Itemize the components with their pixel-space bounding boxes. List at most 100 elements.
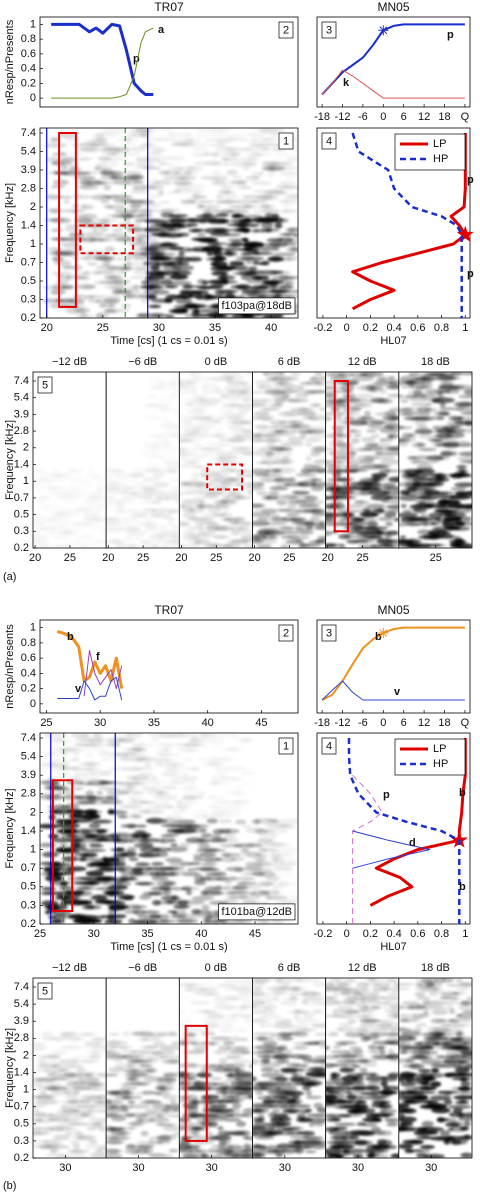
series-label: b: [67, 631, 74, 643]
spectrogram-blob: [204, 849, 226, 852]
y-tick-label: 1: [30, 844, 36, 856]
spectrogram-blob: [97, 791, 103, 794]
spectrogram-blob: [207, 294, 213, 298]
spectrogram-blob: [128, 877, 136, 880]
spectrogram-blob: [44, 786, 64, 789]
spectrogram-blob: [230, 748, 238, 751]
spectrogram-blob: [201, 451, 214, 456]
spectrogram-blob: [224, 233, 241, 236]
spectrogram-blob: [216, 266, 236, 271]
spectrogram-blob: [256, 858, 265, 861]
spectrogram-blob: [145, 464, 160, 469]
spectrogram-blob: [81, 545, 88, 549]
spectrogram-blob: [62, 1033, 69, 1037]
x-tick-label: Q: [461, 717, 470, 729]
spectrogram-blob: [239, 881, 257, 884]
spectrogram-blob: [142, 185, 165, 190]
y-tick-label: 0.4: [21, 667, 36, 679]
spectrogram-blob: [266, 875, 278, 881]
spectrogram-blob: [362, 1013, 372, 1018]
spectrogram-blob: [178, 456, 187, 460]
spectrogram-blob: [35, 469, 49, 473]
spectrogram-blob: [305, 1109, 312, 1113]
spectrogram-blob: [281, 442, 304, 447]
spectrogram-blob: [161, 381, 167, 384]
spectrogram-blob: [172, 766, 179, 771]
spectrogram-blob: [307, 1041, 319, 1045]
spectrogram-blob: [290, 516, 297, 522]
spectrogram-blob: [261, 1068, 274, 1073]
panel-label: 4: [326, 740, 332, 752]
spectrogram-blob: [428, 474, 443, 477]
spectrogram-blob: [253, 1032, 274, 1035]
legend-label: HP: [433, 758, 448, 770]
spectrogram-blob: [287, 1010, 308, 1013]
spectrogram-blob: [257, 482, 264, 486]
spectrogram-blob: [224, 163, 235, 166]
spectrogram-blob: [238, 157, 258, 162]
spectrogram-blob: [232, 1005, 254, 1010]
spectrogram-blob: [440, 381, 454, 385]
spectrogram-blob: [377, 508, 385, 514]
spectrogram-blob: [50, 217, 71, 223]
y-tick-label: 2: [23, 442, 29, 454]
spectrogram-blob: [185, 743, 199, 746]
spectrogram-blob: [76, 1135, 93, 1141]
x-tick-label: 20: [175, 552, 187, 564]
spectrogram-blob: [176, 185, 194, 191]
spectrogram-blob: [139, 133, 150, 136]
spectrogram-blob: [261, 399, 277, 403]
spectrogram-blob: [201, 200, 214, 203]
spectrogram-blob: [184, 510, 191, 513]
spectrogram-blob: [257, 1096, 271, 1100]
spectrogram-blob: [187, 223, 198, 227]
spectrogram-blob: [207, 1136, 222, 1140]
spectrogram-blob: [201, 389, 222, 394]
spectrogram-blob: [56, 1127, 65, 1131]
spectrogram-blob: [265, 189, 284, 193]
spectrogram-blob: [217, 1144, 234, 1149]
spectrogram-blob: [85, 1143, 100, 1148]
spectrogram-blob: [80, 887, 91, 890]
spectrogram-blob: [253, 252, 274, 255]
spectrogram-blob: [285, 276, 301, 279]
spectrogram-blob: [173, 190, 181, 193]
spectrogram-blob: [353, 517, 364, 522]
spectrogram-blob: [174, 820, 196, 825]
spectrogram-blob: [460, 402, 480, 406]
spectrogram-blob: [205, 872, 212, 876]
spectrogram-blob: [227, 224, 250, 227]
spectrogram-blob: [35, 1099, 57, 1105]
spectrogram-blob: [212, 1068, 234, 1073]
spectrogram-blob: [105, 310, 113, 313]
spectrogram-blob: [166, 887, 186, 890]
spectrogram-blob: [220, 394, 230, 397]
spectrogram-blob: [409, 394, 425, 397]
annotation: p: [467, 268, 474, 280]
y-tick-label: 0.3: [21, 293, 36, 305]
spectrogram-blob: [128, 1126, 137, 1130]
series-label: k: [343, 77, 350, 89]
spectrogram-blob: [267, 1149, 286, 1154]
spectrogram-blob: [303, 1144, 314, 1148]
spectrogram-blob: [149, 381, 161, 386]
panel-title: −6 dB: [128, 356, 157, 368]
spectrogram-blob: [233, 791, 242, 796]
spectrogram-blob: [157, 881, 174, 886]
spectrogram-blob: [192, 896, 214, 901]
spectrogram-blob: [159, 201, 171, 204]
spectrogram-blob: [88, 299, 101, 303]
spectrogram-blob: [454, 521, 462, 525]
spectrogram-blob: [118, 790, 142, 794]
spectrogram-blob: [283, 232, 296, 235]
spectrogram-blob: [303, 500, 324, 504]
spectrogram-blob: [333, 993, 340, 996]
spectrogram-blob: [44, 1068, 68, 1071]
spectrogram-blob: [221, 1090, 228, 1095]
spectrogram-blob: [139, 1101, 161, 1104]
spectrogram-blob: [211, 128, 226, 131]
spectrogram-blob: [122, 491, 135, 495]
spectrogram-blob: [104, 285, 127, 290]
spectrogram-blob: [259, 172, 265, 176]
x-tick-label: 0.8: [434, 928, 449, 940]
